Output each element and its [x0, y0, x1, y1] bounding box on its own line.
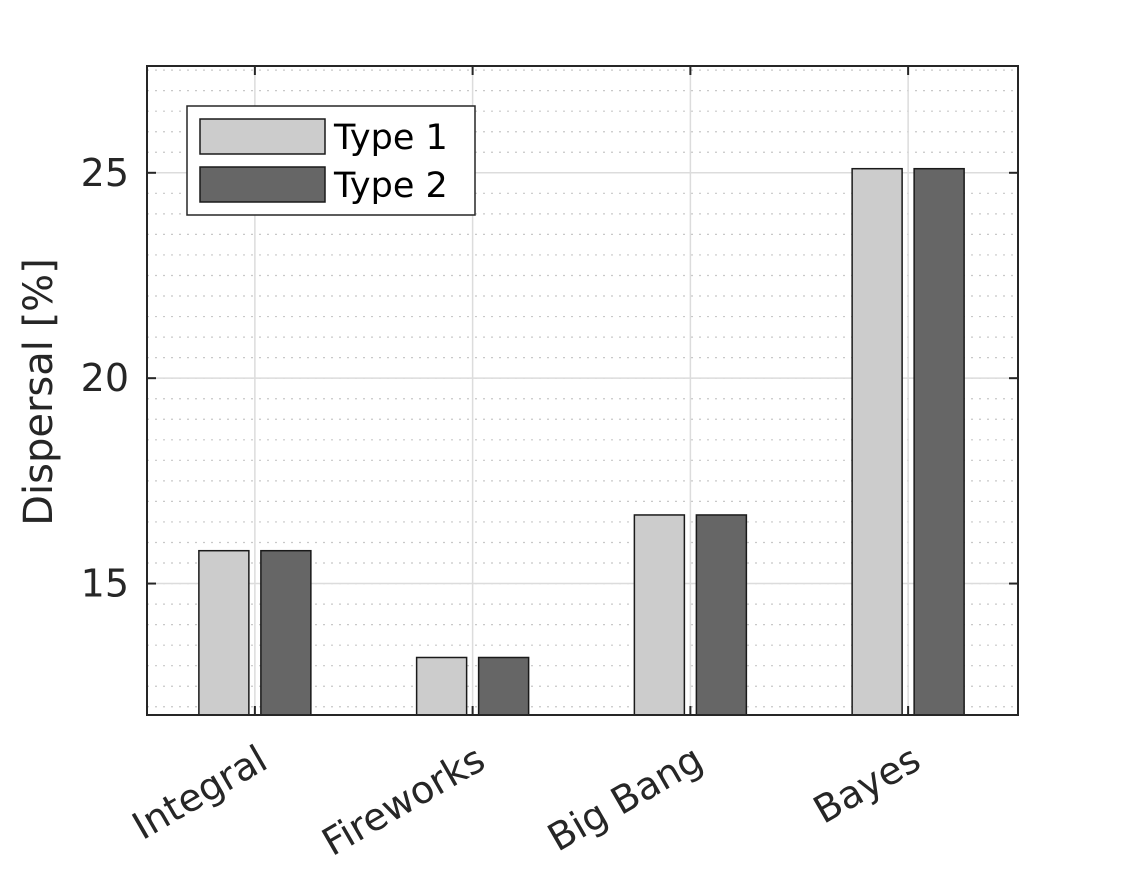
- legend-swatch: [199, 166, 326, 203]
- plot-frame: [146, 65, 1019, 716]
- ticks: [147, 66, 1018, 715]
- legend-label: Type 1: [333, 118, 448, 158]
- y-axis-label: Dispersal [%]: [16, 258, 62, 526]
- bars: [198, 167, 965, 716]
- x-tick-labels: Integral Fireworks Big Bang Bayes: [125, 737, 928, 865]
- x-tick-label: Big Bang: [540, 737, 710, 860]
- bar-2-big-bang: [695, 514, 748, 716]
- bar-1-bayes: [851, 167, 903, 716]
- y-tick-label: 25: [81, 151, 129, 195]
- y-tick-label: 20: [81, 356, 129, 400]
- x-tick-label: Bayes: [806, 737, 928, 833]
- bar-2-bayes: [913, 167, 965, 716]
- y-tick-label: 15: [81, 562, 129, 606]
- bar-1-big-bang: [633, 514, 686, 716]
- legend-swatch: [199, 118, 326, 155]
- bar-2-fireworks: [477, 656, 530, 716]
- bar-1-integral: [198, 549, 250, 716]
- y-tick-labels: 15 20 25: [81, 151, 129, 606]
- legend: Type 1 Type 2: [186, 105, 476, 216]
- x-tick-label: Fireworks: [315, 737, 493, 865]
- bar-2-integral: [260, 549, 312, 716]
- x-tick-label: Integral: [125, 737, 274, 849]
- bar-1-fireworks: [415, 656, 468, 716]
- legend-label: Type 2: [333, 166, 448, 206]
